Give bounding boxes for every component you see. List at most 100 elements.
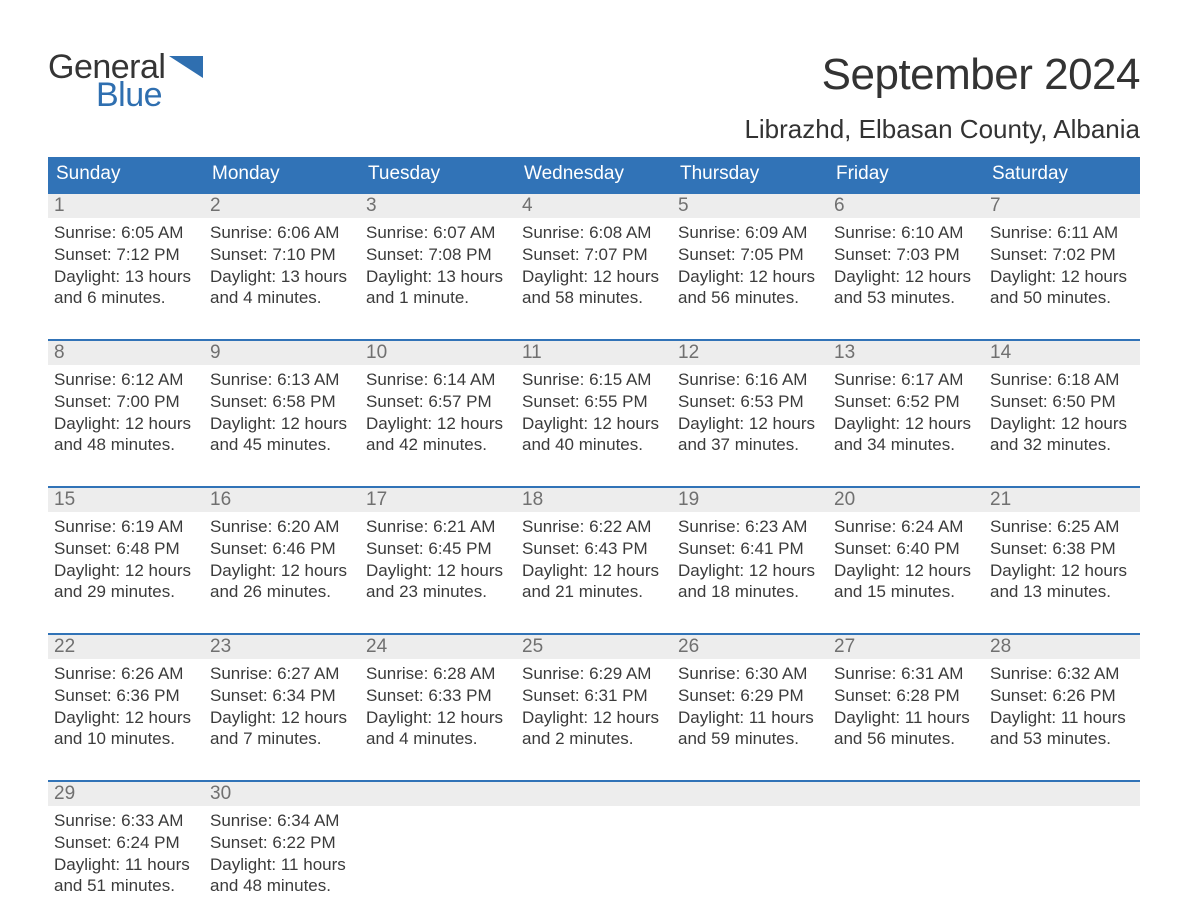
day-sunrise: Sunrise: 6:20 AM [210, 516, 354, 538]
day-d1: Daylight: 11 hours [210, 854, 354, 876]
day-d1: Daylight: 12 hours [990, 266, 1134, 288]
day-d2: and 4 minutes. [210, 287, 354, 309]
day-cell: 28Sunrise: 6:32 AMSunset: 6:26 PMDayligh… [984, 635, 1140, 750]
day-number-row: 9 [204, 341, 360, 365]
day-d2: and 23 minutes. [366, 581, 510, 603]
day-cell: 14Sunrise: 6:18 AMSunset: 6:50 PMDayligh… [984, 341, 1140, 456]
day-number-row: 29 [48, 782, 204, 806]
day-body: Sunrise: 6:28 AMSunset: 6:33 PMDaylight:… [360, 659, 516, 750]
day-d2: and 15 minutes. [834, 581, 978, 603]
day-number: 3 [366, 195, 377, 216]
day-sunrise: Sunrise: 6:19 AM [54, 516, 198, 538]
day-sunrise: Sunrise: 6:10 AM [834, 222, 978, 244]
day-cell [984, 782, 1140, 897]
day-number-row: 20 [828, 488, 984, 512]
day-sunrise: Sunrise: 6:07 AM [366, 222, 510, 244]
day-body: Sunrise: 6:24 AMSunset: 6:40 PMDaylight:… [828, 512, 984, 603]
day-d1: Daylight: 12 hours [54, 707, 198, 729]
day-number: 21 [990, 489, 1011, 510]
day-cell: 27Sunrise: 6:31 AMSunset: 6:28 PMDayligh… [828, 635, 984, 750]
day-number: 30 [210, 783, 231, 804]
day-number-row: 17 [360, 488, 516, 512]
day-d2: and 42 minutes. [366, 434, 510, 456]
month-title: September 2024 [744, 50, 1140, 100]
day-d1: Daylight: 12 hours [366, 560, 510, 582]
day-number: 10 [366, 342, 387, 363]
day-number: 1 [54, 195, 65, 216]
day-body: Sunrise: 6:33 AMSunset: 6:24 PMDaylight:… [48, 806, 204, 897]
day-d2: and 48 minutes. [54, 434, 198, 456]
day-number: 5 [678, 195, 689, 216]
day-sunrise: Sunrise: 6:17 AM [834, 369, 978, 391]
location-subtitle: Librazhd, Elbasan County, Albania [744, 114, 1140, 145]
day-d1: Daylight: 11 hours [678, 707, 822, 729]
day-sunrise: Sunrise: 6:06 AM [210, 222, 354, 244]
day-number-row: 30 [204, 782, 360, 806]
day-sunset: Sunset: 6:31 PM [522, 685, 666, 707]
day-body: Sunrise: 6:21 AMSunset: 6:45 PMDaylight:… [360, 512, 516, 603]
day-body: Sunrise: 6:15 AMSunset: 6:55 PMDaylight:… [516, 365, 672, 456]
day-d2: and 7 minutes. [210, 728, 354, 750]
day-body [516, 806, 672, 816]
day-number: 8 [54, 342, 65, 363]
day-body: Sunrise: 6:07 AMSunset: 7:08 PMDaylight:… [360, 218, 516, 309]
day-number: 14 [990, 342, 1011, 363]
day-d2: and 58 minutes. [522, 287, 666, 309]
day-cell: 13Sunrise: 6:17 AMSunset: 6:52 PMDayligh… [828, 341, 984, 456]
day-number: 20 [834, 489, 855, 510]
day-cell: 3Sunrise: 6:07 AMSunset: 7:08 PMDaylight… [360, 194, 516, 309]
day-sunset: Sunset: 6:38 PM [990, 538, 1134, 560]
day-body: Sunrise: 6:10 AMSunset: 7:03 PMDaylight:… [828, 218, 984, 309]
day-cell [672, 782, 828, 897]
day-d1: Daylight: 12 hours [834, 413, 978, 435]
day-number: 16 [210, 489, 231, 510]
logo-blue-text: Blue [96, 78, 203, 112]
day-cell [360, 782, 516, 897]
day-number-row: 5 [672, 194, 828, 218]
day-number [834, 783, 839, 804]
day-sunrise: Sunrise: 6:09 AM [678, 222, 822, 244]
day-number-row: 1 [48, 194, 204, 218]
day-number-row: 21 [984, 488, 1140, 512]
day-d2: and 26 minutes. [210, 581, 354, 603]
day-sunrise: Sunrise: 6:29 AM [522, 663, 666, 685]
day-d2: and 29 minutes. [54, 581, 198, 603]
dayheader-fri: Friday [828, 157, 984, 192]
day-number: 22 [54, 636, 75, 657]
day-d1: Daylight: 12 hours [678, 266, 822, 288]
day-sunset: Sunset: 6:36 PM [54, 685, 198, 707]
day-d1: Daylight: 12 hours [678, 413, 822, 435]
day-d2: and 40 minutes. [522, 434, 666, 456]
day-sunset: Sunset: 6:48 PM [54, 538, 198, 560]
day-sunset: Sunset: 6:34 PM [210, 685, 354, 707]
day-sunrise: Sunrise: 6:28 AM [366, 663, 510, 685]
day-sunrise: Sunrise: 6:18 AM [990, 369, 1134, 391]
day-number-row: 26 [672, 635, 828, 659]
day-d1: Daylight: 11 hours [834, 707, 978, 729]
day-d1: Daylight: 11 hours [990, 707, 1134, 729]
day-sunset: Sunset: 7:05 PM [678, 244, 822, 266]
day-number: 11 [522, 342, 542, 363]
day-sunrise: Sunrise: 6:26 AM [54, 663, 198, 685]
day-body: Sunrise: 6:32 AMSunset: 6:26 PMDaylight:… [984, 659, 1140, 750]
day-cell: 9Sunrise: 6:13 AMSunset: 6:58 PMDaylight… [204, 341, 360, 456]
day-d2: and 51 minutes. [54, 875, 198, 897]
day-d1: Daylight: 12 hours [210, 413, 354, 435]
day-cell: 6Sunrise: 6:10 AMSunset: 7:03 PMDaylight… [828, 194, 984, 309]
day-number: 4 [522, 195, 533, 216]
day-sunset: Sunset: 6:29 PM [678, 685, 822, 707]
day-number: 12 [678, 342, 699, 363]
day-sunset: Sunset: 6:33 PM [366, 685, 510, 707]
dayheader-tue: Tuesday [360, 157, 516, 192]
day-number-row [360, 782, 516, 806]
dayheader-sun: Sunday [48, 157, 204, 192]
day-cell: 17Sunrise: 6:21 AMSunset: 6:45 PMDayligh… [360, 488, 516, 603]
day-d1: Daylight: 13 hours [54, 266, 198, 288]
week-row: 22Sunrise: 6:26 AMSunset: 6:36 PMDayligh… [48, 633, 1140, 750]
day-body: Sunrise: 6:30 AMSunset: 6:29 PMDaylight:… [672, 659, 828, 750]
calendar: Sunday Monday Tuesday Wednesday Thursday… [48, 157, 1140, 897]
day-d2: and 56 minutes. [678, 287, 822, 309]
day-sunrise: Sunrise: 6:21 AM [366, 516, 510, 538]
day-cell: 7Sunrise: 6:11 AMSunset: 7:02 PMDaylight… [984, 194, 1140, 309]
day-d2: and 53 minutes. [990, 728, 1134, 750]
